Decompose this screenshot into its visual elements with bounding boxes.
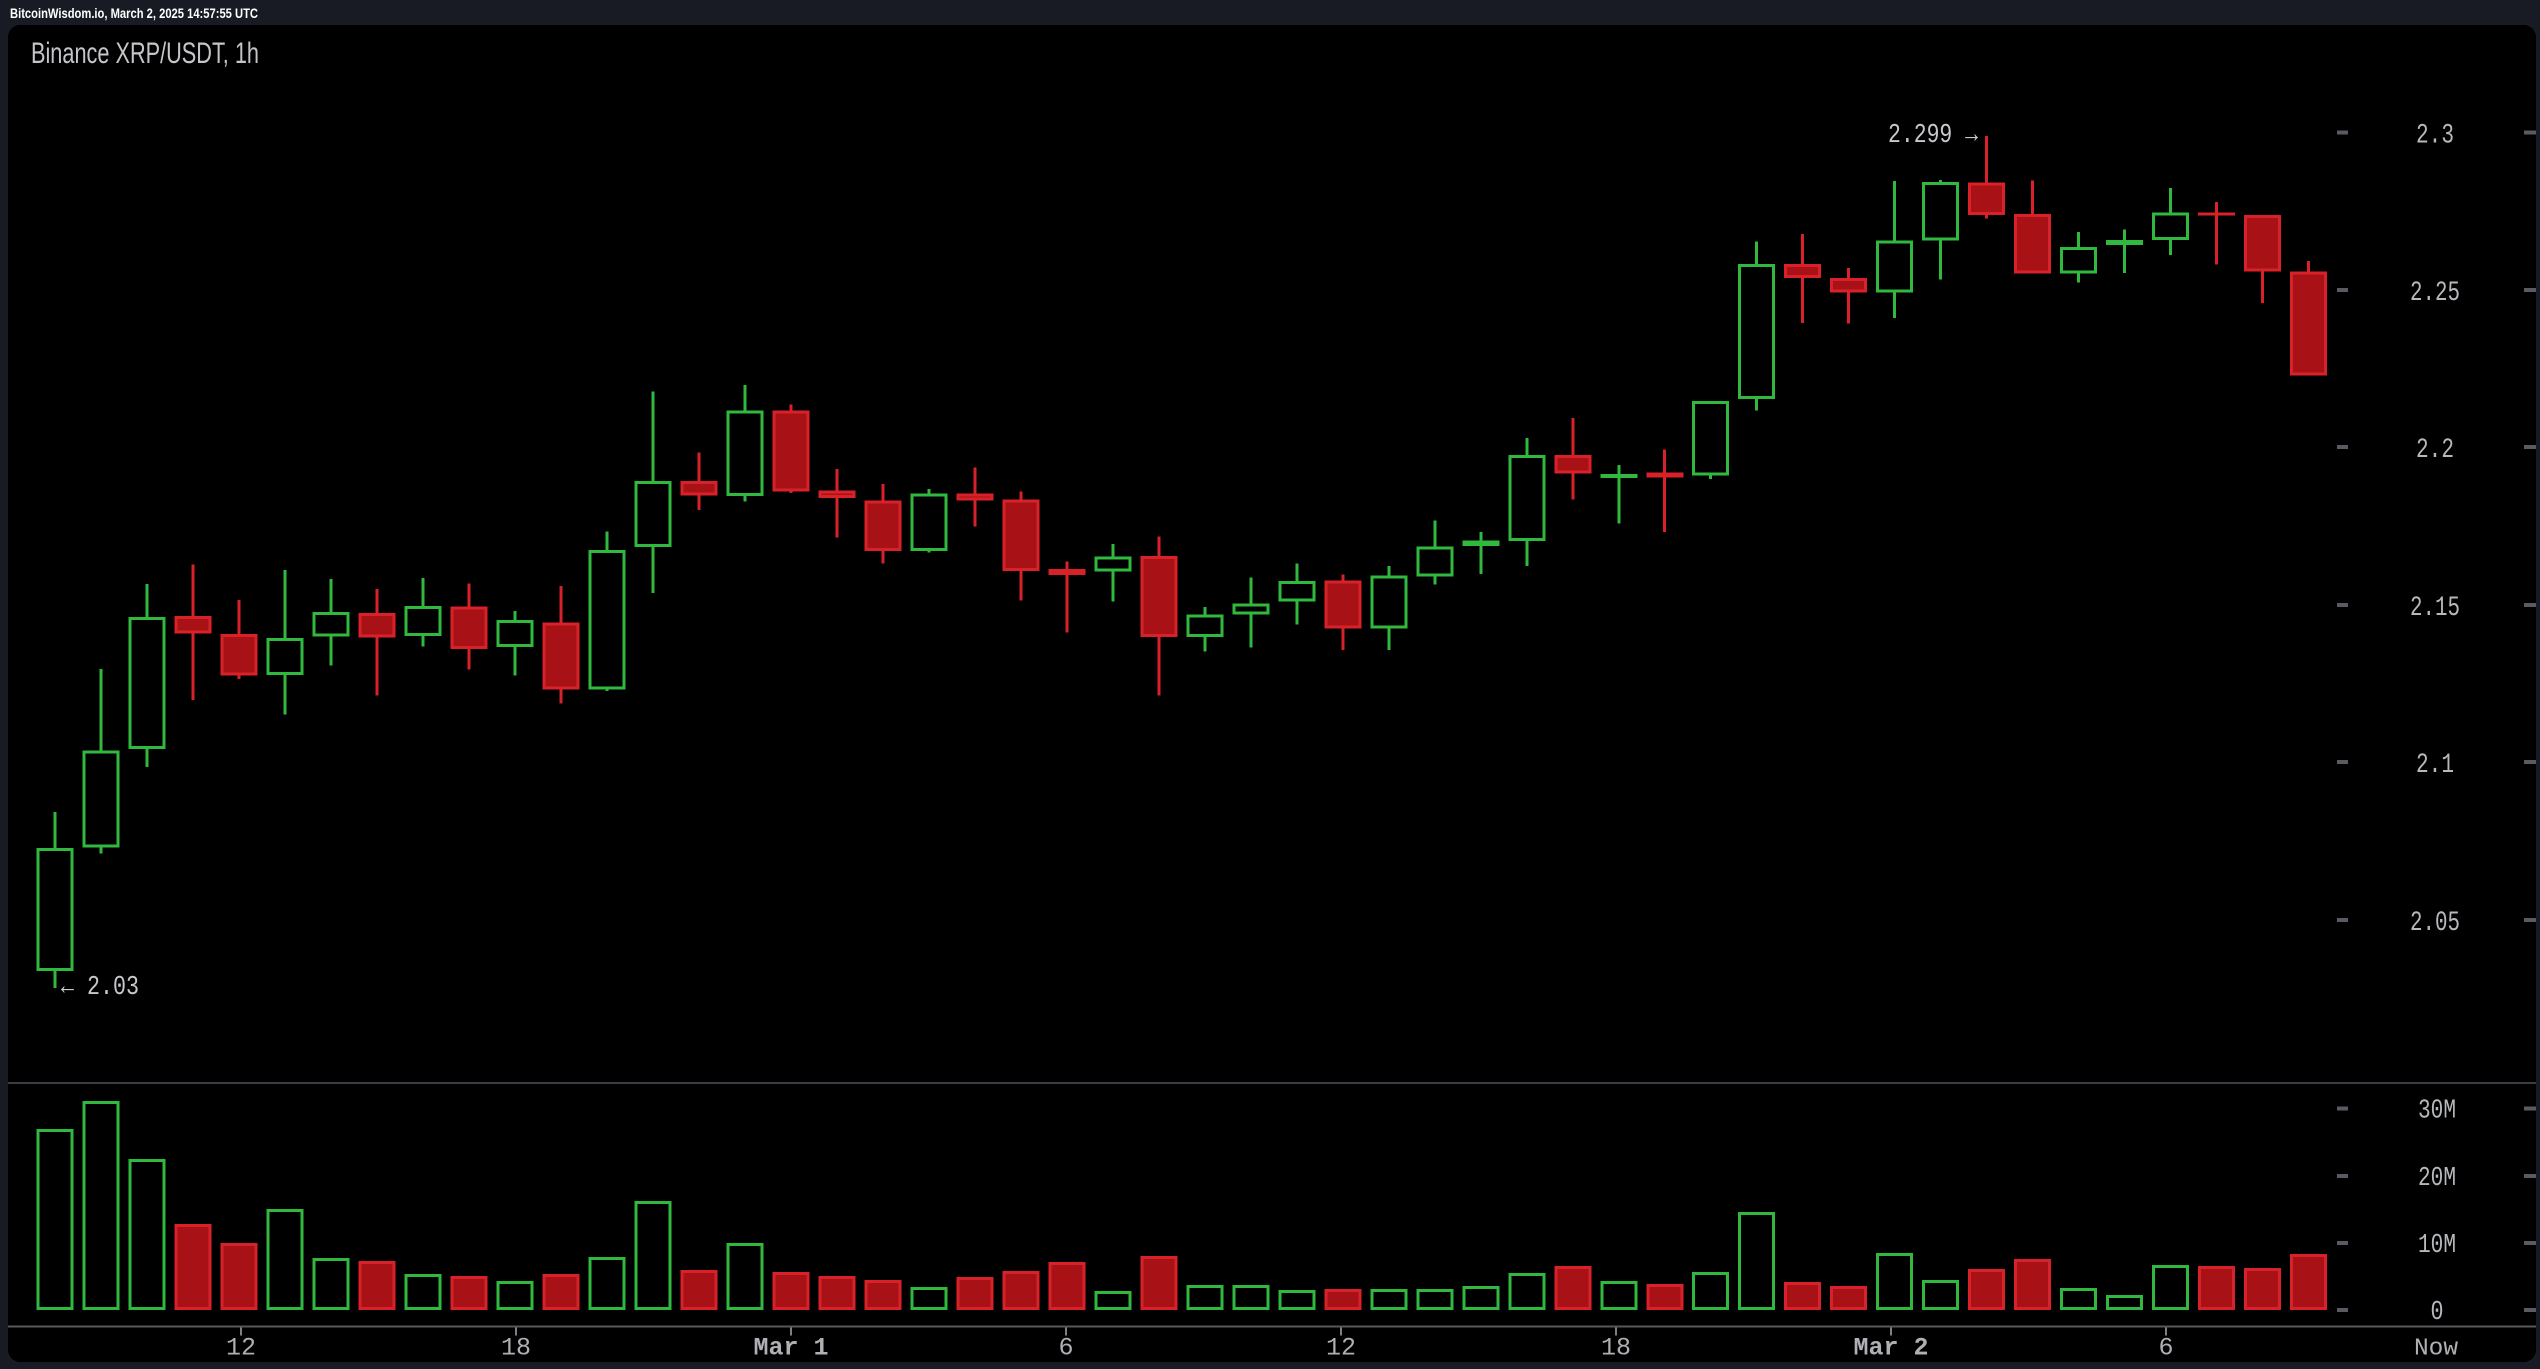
svg-text:6: 6	[1058, 1334, 1073, 1363]
svg-text:6: 6	[2158, 1334, 2173, 1363]
svg-text:2.15: 2.15	[2410, 593, 2460, 624]
svg-text:BitcoinWisdom.io, March 2, 202: BitcoinWisdom.io, March 2, 2025 14:57:55…	[10, 6, 258, 21]
svg-text:12: 12	[226, 1334, 256, 1363]
svg-text:0: 0	[2431, 1298, 2444, 1328]
svg-text:12: 12	[1326, 1334, 1356, 1363]
svg-text:2.1: 2.1	[2416, 750, 2454, 781]
svg-text:2.299 →: 2.299 →	[1888, 121, 1979, 151]
svg-text:← 2.03: ← 2.03	[61, 973, 139, 1003]
svg-text:2.3: 2.3	[2416, 121, 2454, 152]
svg-text:2.2: 2.2	[2416, 435, 2454, 466]
svg-text:Now: Now	[2414, 1336, 2458, 1363]
svg-text:18: 18	[501, 1334, 531, 1363]
svg-text:Mar 1: Mar 1	[753, 1334, 828, 1363]
svg-text:10M: 10M	[2418, 1231, 2456, 1261]
svg-text:Binance XRP/USDT, 1h: Binance XRP/USDT, 1h	[31, 37, 259, 70]
svg-text:30M: 30M	[2418, 1097, 2456, 1127]
svg-text:20M: 20M	[2418, 1164, 2456, 1194]
svg-text:Mar 2: Mar 2	[1853, 1334, 1928, 1363]
svg-text:18: 18	[1601, 1334, 1631, 1363]
svg-text:2.25: 2.25	[2410, 278, 2460, 309]
svg-text:2.05: 2.05	[2410, 908, 2460, 939]
